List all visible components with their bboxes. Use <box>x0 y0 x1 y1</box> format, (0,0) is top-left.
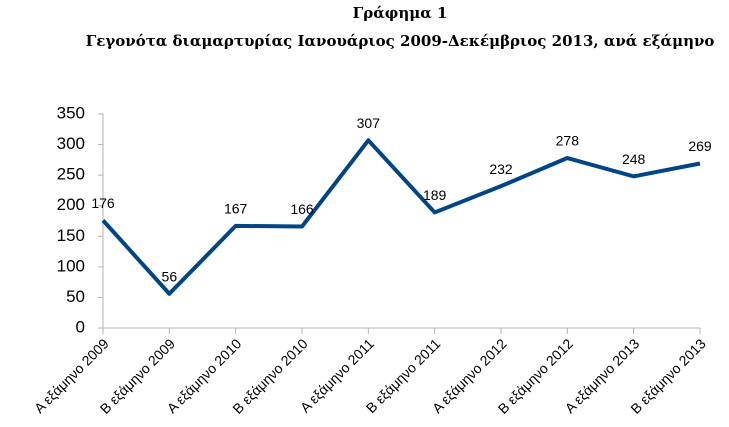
y-tick-label: 100 <box>57 256 85 275</box>
data-label: 278 <box>556 133 580 149</box>
data-label: 307 <box>357 115 381 131</box>
y-tick-label: 200 <box>57 195 85 214</box>
data-label: 248 <box>622 151 646 167</box>
data-label: 56 <box>162 268 178 284</box>
line <box>101 138 701 296</box>
y-tick-label: 0 <box>76 317 85 336</box>
y-tick-label: 350 <box>57 103 85 122</box>
data-label: 232 <box>489 161 513 177</box>
y-tick-label: 150 <box>57 226 85 245</box>
y-tick-label: 50 <box>66 287 85 306</box>
data-label: 167 <box>224 201 248 217</box>
data-label: 166 <box>290 201 314 217</box>
data-label: 176 <box>91 195 115 211</box>
y-tick-label: 300 <box>57 134 85 153</box>
y-tick-label: 250 <box>57 165 85 184</box>
chart-subtitle: Γεγονότα διαμαρτυρίας Ιανουάριος 2009-Δε… <box>86 32 715 50</box>
data-label: 269 <box>688 138 712 154</box>
chart-title: Γράφημα 1 <box>353 4 448 22</box>
data-label: 189 <box>423 187 447 203</box>
